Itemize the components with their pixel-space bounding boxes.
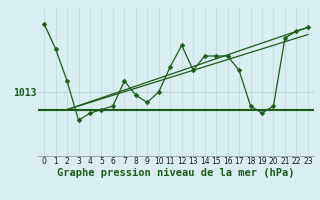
- X-axis label: Graphe pression niveau de la mer (hPa): Graphe pression niveau de la mer (hPa): [57, 168, 295, 178]
